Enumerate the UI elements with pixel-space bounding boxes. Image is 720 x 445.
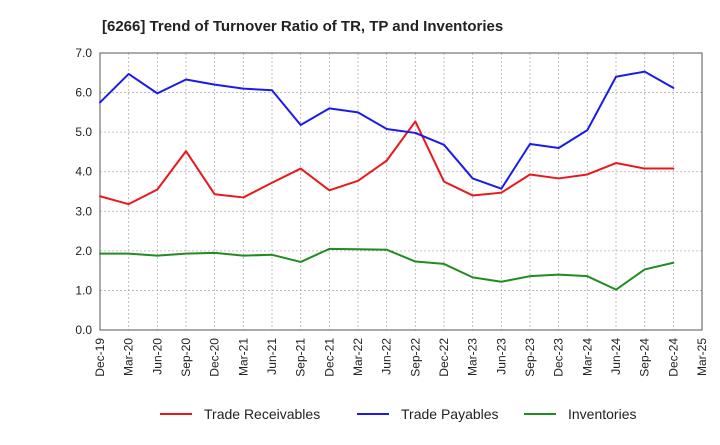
y-tick-label: 1.0 <box>75 283 92 297</box>
plot-frame <box>99 52 703 331</box>
y-tick-label: 6.0 <box>75 86 92 100</box>
x-tick-label: Jun-21 <box>265 338 279 375</box>
y-tick-label: 4.0 <box>75 165 92 179</box>
legend-entry: Trade Payables <box>357 406 499 422</box>
x-tick-label: Mar-20 <box>122 338 136 376</box>
x-tick-label: Dec-19 <box>93 338 107 377</box>
series-line-trade-receivables <box>99 120 675 206</box>
x-tick-label: Mar-23 <box>466 338 480 376</box>
x-tick-label: Dec-20 <box>208 338 222 377</box>
plot-area: 0.0 1.0 2.0 3.0 4.0 5.0 6.0 7.0 Dec-19 Mar-20 Jun-… <box>75 46 709 377</box>
y-tick-label: 5.0 <box>75 125 92 139</box>
x-tick-label: Sep-21 <box>294 338 308 377</box>
x-tick-label: Sep-20 <box>179 338 193 377</box>
legend-label: Trade Receivables <box>204 406 320 422</box>
x-tick-label: Mar-25 <box>695 338 709 376</box>
legend-label: Trade Payables <box>401 406 499 422</box>
x-tick-label: Sep-23 <box>523 338 537 377</box>
legend: Trade Receivables Trade Payables Inventori… <box>160 406 636 422</box>
legend-label: Inventories <box>568 406 636 422</box>
x-tick-label: Dec-22 <box>437 338 451 377</box>
legend-entry: Trade Receivables <box>160 406 320 422</box>
y-tick-label: 2.0 <box>75 244 92 258</box>
x-tick-label: Mar-24 <box>580 338 594 376</box>
y-tick-label: 3.0 <box>75 204 92 218</box>
x-tick-label: Dec-21 <box>322 338 336 377</box>
series-line-trade-payables <box>99 70 675 190</box>
x-tick-label: Jun-23 <box>494 338 508 375</box>
x-tick-label: Dec-24 <box>666 338 680 377</box>
x-tick-label: Jun-22 <box>380 338 394 375</box>
x-tick-label: Sep-22 <box>408 338 422 377</box>
y-tick-label: 0.0 <box>75 323 92 337</box>
x-tick-label: Dec-23 <box>552 338 566 377</box>
legend-entry: Inventories <box>524 406 636 422</box>
x-tick-label: Sep-24 <box>638 338 652 377</box>
x-tick-label: Jun-24 <box>609 338 623 375</box>
x-tick-label: Mar-22 <box>351 338 365 376</box>
x-tick-label: Jun-20 <box>150 338 164 375</box>
x-tick-label: Mar-21 <box>236 338 250 376</box>
y-tick-label: 7.0 <box>75 46 92 60</box>
series-line-inventories <box>99 247 675 291</box>
chart-title: [6266] Trend of Turnover Ratio of TR, TP… <box>102 18 503 35</box>
